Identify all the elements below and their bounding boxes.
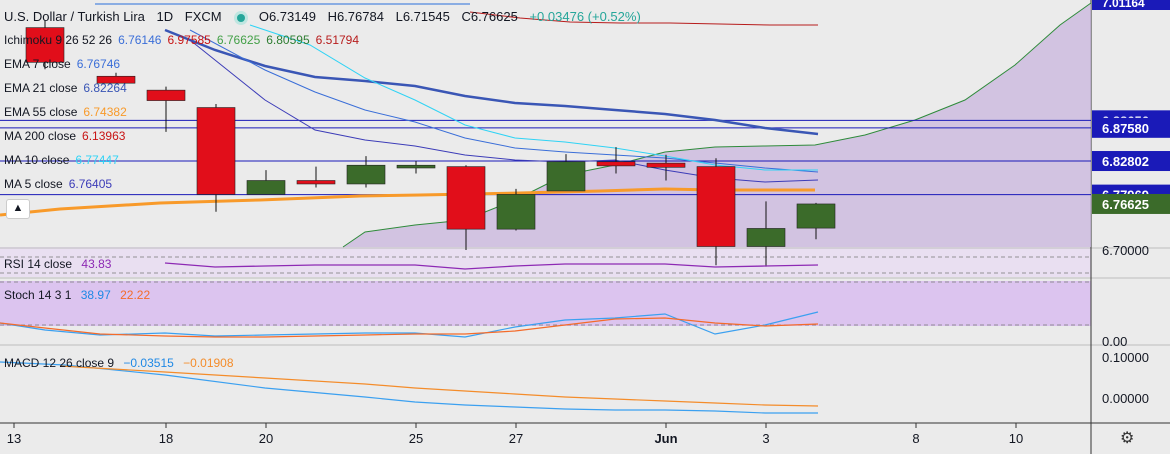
- indicator-value: 6.74382: [83, 105, 127, 119]
- indicator-legend[interactable]: EMA 55 close 6.74382: [4, 105, 133, 119]
- market-status-dot-icon: [237, 13, 246, 22]
- symbol-header: U.S. Dollar / Turkish Lira 1D FXCM O6.73…: [4, 9, 649, 24]
- ohlc-close: C6.76625: [461, 9, 518, 24]
- candle-body: [296, 180, 336, 185]
- ema21-line: [164, 28, 819, 136]
- ichimoku-cloud: [343, 3, 1091, 247]
- indicator-value: 6.97585: [167, 33, 211, 47]
- time-axis-label: 25: [409, 431, 423, 446]
- macd-signal-line: [59, 365, 819, 407]
- macd-line: [0, 361, 818, 414]
- price-badge-label: 6.82802: [1102, 154, 1149, 169]
- candle-body: [196, 107, 236, 195]
- candle-body: [96, 75, 136, 84]
- price-badge: [1092, 151, 1170, 172]
- stoch-k-value: 38.97: [80, 288, 111, 302]
- indicator-name: MA 5 close: [4, 177, 63, 191]
- rsi-band: [0, 247, 1091, 277]
- price-axis-label: 6.70000: [1102, 243, 1149, 258]
- candle-body: [596, 161, 636, 167]
- indicator-legend[interactable]: MA 200 close 6.13963: [4, 129, 131, 143]
- indicator-value: 6.77447: [75, 153, 119, 167]
- candle-body: [796, 203, 836, 229]
- symbol-name[interactable]: U.S. Dollar / Turkish Lira: [4, 9, 145, 24]
- indicator-value: 6.82264: [83, 81, 127, 95]
- indicator-value: 6.76746: [76, 57, 121, 71]
- candle-body: [346, 164, 386, 185]
- indicator-value: 6.13963: [82, 129, 126, 143]
- time-axis-label: 20: [259, 431, 273, 446]
- macd-axis-label: 0.00000: [1102, 391, 1149, 406]
- macd-name: MACD 12 26 close 9: [4, 356, 115, 370]
- indicator-name: EMA 55 close: [4, 105, 78, 119]
- rsi-value: 43.83: [81, 257, 112, 271]
- time-axis-label: 13: [7, 431, 21, 446]
- price-badge: [1092, 193, 1170, 214]
- indicator-legend[interactable]: EMA 21 close 6.82264: [4, 81, 133, 95]
- candle-body: [546, 161, 586, 192]
- indicator-name: EMA 21 close: [4, 81, 78, 95]
- price-badge-label: 6.76625: [1102, 197, 1149, 212]
- candle-body: [146, 89, 186, 101]
- stoch-axis-label: 0.00: [1102, 334, 1127, 349]
- macd-axis-label: 0.10000: [1102, 350, 1149, 365]
- ema7-line: [189, 29, 819, 173]
- indicator-name: MA 10 close: [4, 153, 70, 167]
- indicator-legend[interactable]: EMA 7 close 6.76746: [4, 57, 126, 71]
- time-axis-label: 3: [762, 431, 769, 446]
- candle-body: [696, 166, 736, 247]
- candle-body: [496, 194, 536, 230]
- price-badge: [1092, 117, 1170, 138]
- top-price-label: 7.01164: [1102, 0, 1145, 10]
- candle-body: [396, 164, 436, 169]
- collapse-legend-button[interactable]: ▲: [6, 199, 30, 219]
- indicator-value: 6.51794: [315, 33, 360, 47]
- price-badge-label: 6.87580: [1102, 121, 1149, 136]
- ohlc-high: H6.76784: [327, 9, 384, 24]
- time-axis-label: 18: [159, 431, 173, 446]
- indicator-name: MA 200 close: [4, 129, 77, 143]
- candle-body: [246, 180, 286, 195]
- ichimoku-kijun: [469, 11, 818, 26]
- time-axis-label: 27: [509, 431, 523, 446]
- indicator-legend[interactable]: Ichimoku 9 26 52 26 6.76146 6.97585 6.76625…: [4, 33, 365, 47]
- rsi-line: [164, 262, 819, 270]
- ohlc-open: O6.73149: [258, 9, 316, 24]
- stoch-k-line: [0, 311, 819, 338]
- ema55-line: [0, 187, 815, 217]
- rsi-name: RSI 14 close: [4, 257, 73, 271]
- ma10-line: [249, 24, 818, 171]
- macd-value: −0.03515: [123, 356, 174, 370]
- indicator-legend[interactable]: MA 5 close 6.76405: [4, 177, 118, 191]
- rsi-legend[interactable]: RSI 14 close 43.83: [4, 257, 117, 271]
- exchange: FXCM: [184, 9, 222, 24]
- stoch-d-value: 22.22: [120, 288, 151, 302]
- candle-body: [446, 166, 486, 230]
- stoch-legend[interactable]: Stoch 14 3 1 38.97 22.22: [4, 288, 156, 302]
- indicator-value: 6.76625: [216, 33, 261, 47]
- candle-body: [646, 162, 686, 168]
- interval[interactable]: 1D: [156, 9, 174, 24]
- indicator-legend[interactable]: MA 10 close 6.77447: [4, 153, 125, 167]
- macd-signal-value: −0.01908: [183, 356, 234, 370]
- stoch-name: Stoch 14 3 1: [4, 288, 72, 302]
- indicator-name: EMA 7 close: [4, 57, 71, 71]
- stoch-band: [0, 281, 1091, 326]
- indicator-value: 6.80595: [266, 33, 310, 47]
- time-axis-label: Jun: [654, 431, 677, 446]
- ohlc-change: +0.03476 (+0.52%): [529, 9, 641, 24]
- ohlc-low: L6.71545: [395, 9, 450, 24]
- macd-legend[interactable]: MACD 12 26 close 9 −0.03515 −0.01908: [4, 356, 240, 370]
- time-axis-label: 8: [912, 431, 919, 446]
- candle-body: [25, 27, 65, 63]
- top-price-badge: [1092, 0, 1170, 10]
- indicator-value: 6.76146: [118, 33, 162, 47]
- indicator-name: Ichimoku 9 26 52 26: [4, 33, 113, 47]
- stoch-d-line: [0, 317, 819, 338]
- candle-body: [746, 228, 786, 247]
- indicator-value: 6.76405: [68, 177, 113, 191]
- time-axis-label: 10: [1009, 431, 1023, 446]
- gear-icon[interactable]: ⚙: [1120, 430, 1135, 447]
